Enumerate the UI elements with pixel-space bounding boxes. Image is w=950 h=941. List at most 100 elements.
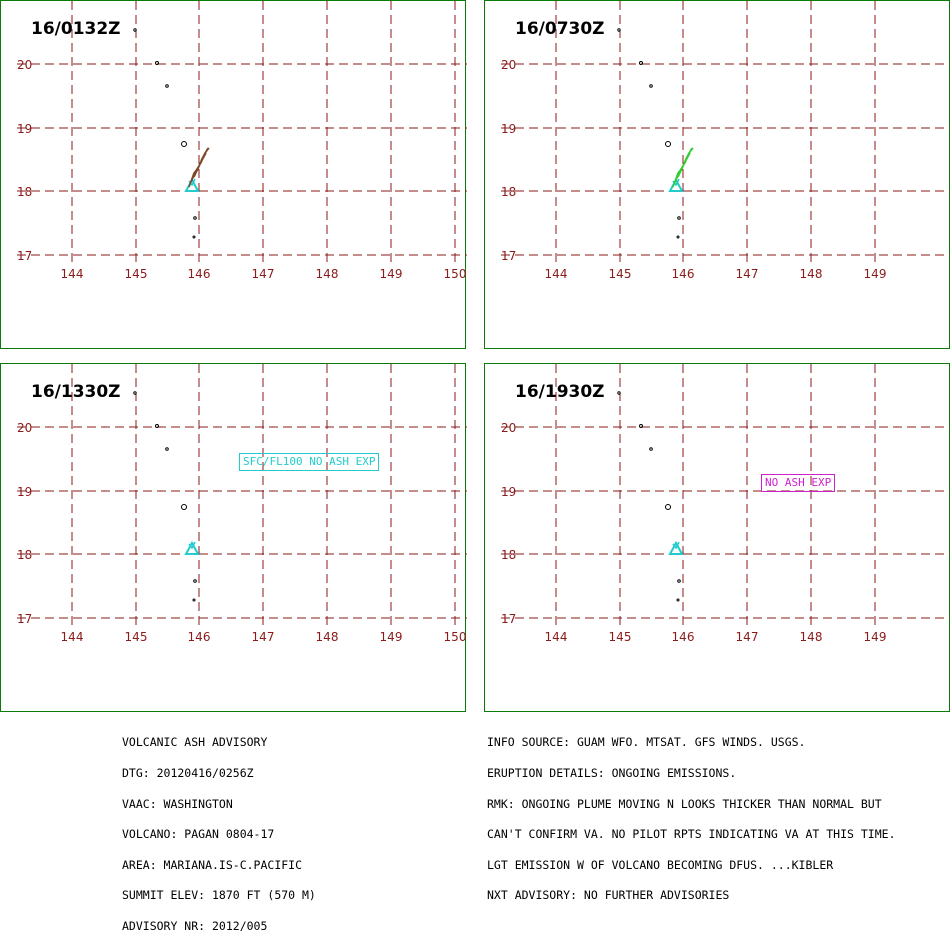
latitude-label: 18	[501, 548, 516, 562]
advisory-line: AREA: MARIANA.IS-C.PACIFIC	[122, 857, 303, 872]
advisory-line: VAAC: WASHINGTON	[122, 796, 233, 811]
longitude-label: 145	[125, 630, 148, 644]
ash-plume	[672, 147, 694, 188]
longitude-label: 149	[380, 267, 403, 281]
island-marker	[133, 28, 137, 32]
latitude-label: 20	[17, 421, 32, 435]
advisory-line: ERUPTION DETAILS: ONGOING EMISSIONS.	[487, 766, 737, 780]
map-panel-3: 20 19 18 17 144 145 146 147 148 149 150 16/1330Z S…	[0, 363, 467, 712]
longitude-label: 146	[672, 630, 695, 644]
forecast-note: SFC/FL100 NO ASH EXP	[239, 453, 380, 471]
plume-stroke	[200, 147, 210, 162]
panel-time-label: 16/0132Z	[31, 19, 121, 39]
longitude-label: 145	[609, 630, 632, 644]
island-marker	[676, 235, 680, 239]
latitude-label: 18	[17, 548, 32, 562]
longitude-label: 147	[736, 630, 759, 644]
longitude-label: 149	[864, 630, 887, 644]
longitude-label: 144	[545, 630, 568, 644]
longitude-label: 145	[125, 267, 148, 281]
island-marker	[155, 424, 159, 428]
island-marker	[617, 28, 621, 32]
latitude-label: 17	[17, 249, 32, 263]
island-marker	[677, 579, 681, 583]
volcano-icon	[672, 541, 680, 550]
advisory-line: INFO SOURCE: GUAM WFO. MTSAT. GFS WINDS.…	[487, 735, 806, 750]
longitude-label: 149	[380, 630, 403, 644]
island-marker	[665, 504, 671, 510]
advisory-line: VOLCANO: PAGAN 0804-17	[122, 827, 275, 842]
advisory-line: SUMMIT ELEV: 1870 FT (570 M)	[122, 888, 316, 903]
longitude-label: 150	[444, 267, 467, 281]
island-marker	[192, 235, 196, 239]
longitude-label: 144	[545, 267, 568, 281]
advisory-line: VOLCANIC ASH ADVISORY	[122, 735, 268, 750]
advisory-details: INFO SOURCE: GUAM WFO. MTSAT. GFS WINDS.…	[487, 717, 896, 911]
map-canvas-1: 20 19 18 17 144 145 146 147 148 149 150	[17, 1, 467, 281]
longitude-label: 144	[61, 630, 84, 644]
longitude-label: 146	[188, 267, 211, 281]
longitude-label: 148	[800, 630, 823, 644]
longitude-label: 146	[672, 267, 695, 281]
advisory-header: VOLCANIC ASH ADVISORY DTG: 20120416/0256…	[122, 717, 316, 941]
longitude-label: 145	[609, 267, 632, 281]
longitude-label: 148	[316, 630, 339, 644]
advisory-line: CAN'T CONFIRM VA. NO PILOT RPTS INDICATI…	[487, 827, 896, 842]
advisory-line: DTG: 20120416/0256Z	[122, 766, 254, 780]
panel-time-label: 16/1330Z	[31, 382, 121, 402]
map-canvas-4: 20 19 18 17 144 145 146 147 148 149	[501, 364, 950, 644]
forecast-note: NO ASH EXP	[761, 474, 836, 492]
island-marker	[649, 447, 653, 451]
latitude-label: 20	[17, 58, 32, 72]
latitude-label: 17	[501, 249, 516, 263]
map-panel-2: 20 19 18 17 144 145 146 147 148 149 16/0730Z	[484, 0, 950, 349]
plume-stroke	[684, 147, 694, 162]
latitude-label: 17	[17, 612, 32, 626]
map-panel-1: 20 19 18 17 144 145 146 147 148 149 150 16/0132Z	[0, 0, 467, 349]
latitude-label: 20	[501, 421, 516, 435]
latitude-label: 18	[17, 185, 32, 199]
longitude-label: 146	[188, 630, 211, 644]
panel-time-label: 16/1930Z	[515, 382, 605, 402]
map-panel-4: 20 19 18 17 144 145 146 147 148 149 16/1930Z NO A…	[484, 363, 950, 712]
island-marker	[165, 447, 169, 451]
island-marker	[133, 391, 137, 395]
latitude-label: 19	[17, 485, 32, 499]
island-marker	[639, 424, 643, 428]
island-marker	[192, 598, 196, 602]
longitude-label: 149	[864, 267, 887, 281]
island-marker	[193, 216, 197, 220]
map-canvas-3: 20 19 18 17 144 145 146 147 148 149 150	[17, 364, 467, 644]
island-marker	[665, 141, 671, 147]
latitude-label: 19	[501, 485, 516, 499]
longitude-label: 147	[736, 267, 759, 281]
island-marker	[677, 216, 681, 220]
longitude-label: 147	[252, 267, 275, 281]
map-canvas-2: 20 19 18 17 144 145 146 147 148 149	[501, 1, 950, 281]
island-marker	[181, 141, 187, 147]
longitude-label: 147	[252, 630, 275, 644]
volcano-icon	[188, 541, 196, 550]
longitude-label: 144	[61, 267, 84, 281]
island-marker	[193, 579, 197, 583]
island-marker	[676, 598, 680, 602]
latitude-label: 19	[17, 122, 32, 136]
ash-plume	[188, 147, 210, 188]
island-marker	[181, 504, 187, 510]
island-marker	[617, 391, 621, 395]
panel-time-label: 16/0730Z	[515, 19, 605, 39]
longitude-label: 150	[444, 630, 467, 644]
longitude-label: 148	[800, 267, 823, 281]
latitude-label: 18	[501, 185, 516, 199]
volcano-icon	[668, 540, 684, 555]
advisory-line: LGT EMISSION W OF VOLCANO BECOMING DFUS.…	[487, 857, 834, 872]
latitude-label: 17	[501, 612, 516, 626]
advisory-line: RMK: ONGOING PLUME MOVING N LOOKS THICKE…	[487, 796, 882, 811]
latitude-label: 20	[501, 58, 516, 72]
volcano-icon	[184, 540, 200, 555]
island-marker	[155, 61, 159, 65]
advisory-line: ADVISORY NR: 2012/005	[122, 918, 268, 933]
island-marker	[649, 84, 653, 88]
advisory-line: NXT ADVISORY: NO FURTHER ADVISORIES	[487, 888, 730, 903]
island-marker	[639, 61, 643, 65]
